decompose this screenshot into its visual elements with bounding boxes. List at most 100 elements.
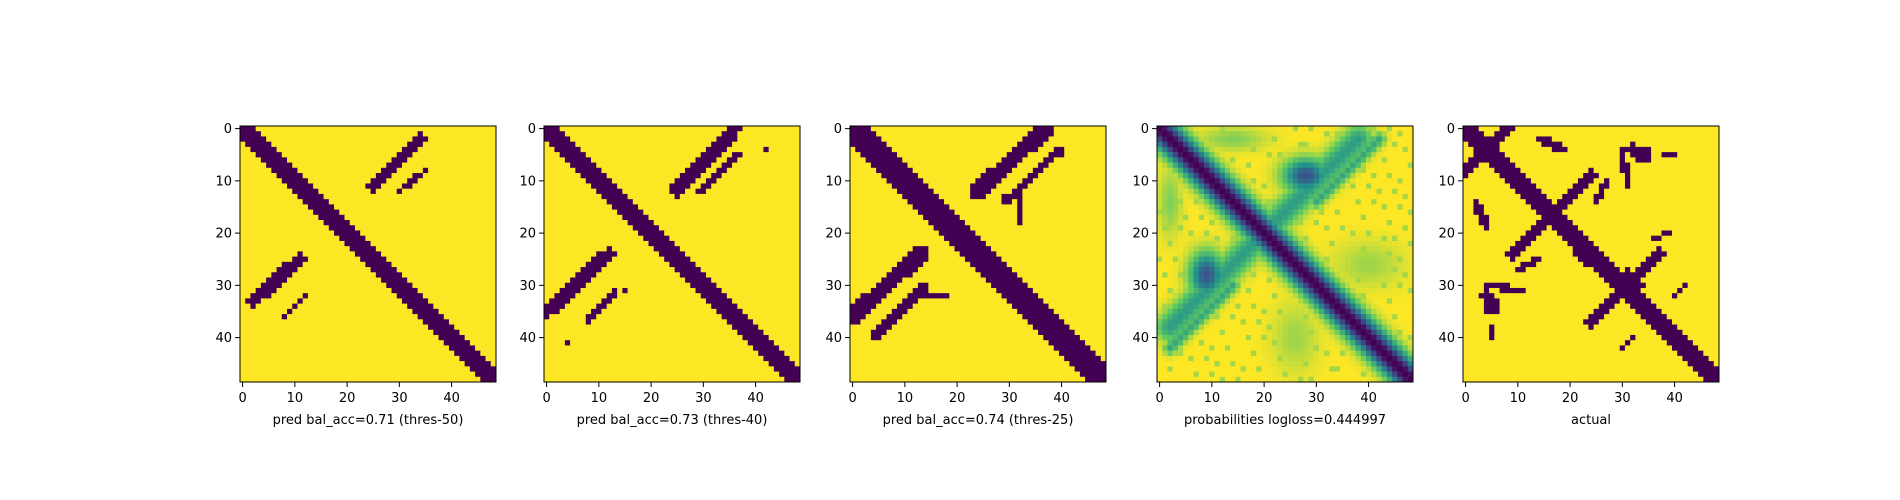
heatmap-cell — [365, 350, 372, 357]
heatmap-cell — [794, 319, 801, 325]
heatmap-cell — [480, 162, 486, 169]
heatmap-cell — [632, 246, 639, 252]
heatmap-cell — [591, 167, 597, 174]
heatmap-cell — [648, 214, 655, 221]
heatmap-cell — [260, 371, 267, 378]
heatmap-cell — [700, 261, 707, 268]
heatmap-cell — [459, 345, 466, 352]
heatmap-cell — [742, 308, 749, 315]
heatmap-cell — [669, 235, 676, 242]
heatmap-cell — [695, 173, 702, 179]
heatmap-cell — [648, 308, 655, 315]
heatmap-cell — [679, 355, 686, 362]
heatmap-cell — [575, 308, 581, 315]
heatmap-cell — [742, 209, 749, 216]
heatmap-cell — [876, 131, 882, 137]
heatmap-cell — [260, 324, 267, 331]
heatmap-cell — [448, 235, 455, 242]
heatmap-cell — [585, 361, 592, 367]
heatmap-cell — [695, 340, 702, 346]
heatmap-cell — [469, 376, 476, 383]
heatmap-cell — [240, 152, 246, 158]
heatmap-cell — [617, 193, 623, 200]
heatmap-cell — [245, 131, 251, 137]
heatmap-cell — [475, 272, 481, 278]
heatmap-cell — [412, 293, 419, 299]
heatmap-cell — [396, 183, 403, 190]
heatmap-cell — [669, 199, 676, 205]
heatmap-cell — [585, 371, 592, 378]
heatmap-cell — [794, 334, 801, 341]
heatmap-cell — [789, 272, 796, 278]
heatmap-cell — [575, 240, 581, 247]
heatmap-cell — [643, 293, 649, 299]
heatmap-cell — [554, 308, 561, 315]
heatmap-cell — [585, 256, 592, 263]
heatmap-cell — [658, 146, 665, 153]
heatmap-cell — [1058, 126, 1065, 132]
heatmap-cell — [716, 298, 723, 305]
heatmap-cell — [433, 324, 439, 331]
heatmap-cell — [354, 267, 361, 273]
heatmap-cell — [428, 173, 434, 179]
heatmap-cell — [721, 261, 728, 268]
heatmap-cell — [726, 298, 733, 305]
heatmap-cell — [260, 152, 267, 158]
heatmap-cell — [695, 193, 702, 200]
heatmap-cell — [779, 366, 785, 372]
heatmap-cell — [768, 303, 775, 310]
heatmap-cell — [313, 225, 319, 231]
heatmap-cell — [469, 246, 476, 252]
heatmap-cell — [281, 225, 288, 231]
heatmap-cell — [318, 246, 324, 252]
heatmap-cell — [705, 314, 712, 320]
heatmap-cell — [250, 136, 257, 143]
heatmap-cell — [726, 282, 733, 289]
heatmap-cell — [585, 366, 592, 372]
heatmap-cell — [860, 131, 867, 137]
heatmap-cell — [438, 188, 445, 195]
heatmap-cell — [643, 178, 649, 184]
heatmap-cell — [570, 329, 576, 336]
heatmap-cell — [328, 240, 335, 247]
heatmap-cell — [679, 277, 686, 284]
heatmap-cell — [596, 298, 602, 305]
heatmap-cell — [370, 204, 377, 210]
heatmap-cell — [344, 230, 351, 237]
heatmap-cell — [386, 314, 392, 320]
heatmap-cell — [469, 303, 476, 310]
heatmap-cell — [622, 193, 628, 200]
heatmap-cell — [617, 178, 623, 184]
heatmap-cell — [716, 324, 723, 331]
heatmap-cell — [422, 214, 429, 221]
heatmap-cell — [606, 319, 613, 325]
heatmap-cell — [779, 230, 785, 237]
heatmap-cell — [611, 152, 618, 158]
heatmap-cell — [601, 162, 608, 169]
heatmap-cell — [281, 230, 288, 237]
heatmap-cell — [891, 131, 898, 137]
heatmap-cell — [763, 282, 770, 289]
heatmap-cell — [370, 324, 377, 331]
heatmap-cell — [632, 261, 639, 268]
heatmap-cell — [726, 277, 733, 284]
heatmap-cell — [490, 261, 497, 268]
heatmap-cell — [260, 340, 267, 346]
heatmap-cell — [601, 167, 608, 174]
heatmap-cell — [464, 178, 471, 184]
heatmap-cell — [1011, 131, 1018, 137]
heatmap-cell — [349, 293, 356, 299]
heatmap-cell — [307, 152, 314, 158]
heatmap-cell — [570, 152, 576, 158]
heatmap-cell — [716, 251, 723, 258]
heatmap-cell — [448, 251, 455, 258]
heatmap-cell — [334, 204, 340, 210]
heatmap-cell — [585, 308, 592, 315]
heatmap-cell — [454, 282, 460, 289]
heatmap-cell — [721, 282, 728, 289]
heatmap-cell — [773, 173, 780, 179]
heatmap-cell — [459, 126, 466, 132]
heatmap-cell — [344, 329, 351, 336]
heatmap-cell — [443, 162, 450, 169]
heatmap-cell — [638, 366, 644, 372]
